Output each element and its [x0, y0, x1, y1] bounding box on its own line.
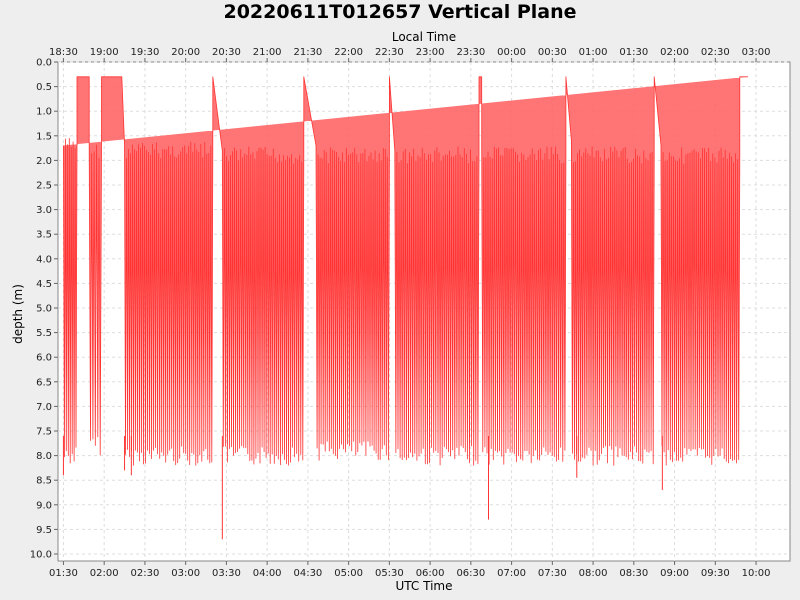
y-tick-label: 1.5: [36, 131, 52, 142]
x2-tick-label: 21:00: [253, 47, 282, 58]
x-tick-label: 03:00: [171, 568, 200, 579]
x2-tick-label: 01:30: [619, 47, 648, 58]
x-tick-label: 02:00: [90, 568, 119, 579]
y-tick-label: 5.5: [36, 328, 52, 339]
x-tick-label: 05:30: [375, 568, 404, 579]
x-axis: 01:30 02:00 02:30 03:00 03:30 04:00 04:30 05:00…: [49, 561, 770, 579]
x-tick-label: 06:00: [416, 568, 445, 579]
y-tick-label: 2.5: [36, 181, 52, 192]
x2-tick-label: 22:30: [375, 47, 404, 58]
y-axis-label: depth (m): [11, 284, 25, 344]
x-tick-label: 10:00: [742, 568, 771, 579]
x-tick-label: 08:30: [619, 568, 648, 579]
y-axis: 0.0 0.5 1.0 1.5 2.0 2.5 3.0 3.5 4.0 4.5 5.0 5.5 6.0 6…: [30, 58, 58, 561]
x2-tick-label: 22:00: [334, 47, 363, 58]
x2-axis-label: Local Time: [392, 30, 456, 44]
y-tick-label: 2.0: [36, 156, 52, 167]
x2-tick-label: 02:00: [660, 47, 689, 58]
x2-tick-label: 03:00: [742, 47, 771, 58]
y-tick-label: 3.0: [36, 205, 52, 216]
x2-axis: 18:30 19:00 19:30 20:00 20:30 21:00 21:30 22:00…: [49, 47, 770, 62]
series-group: [62, 76, 748, 540]
y-tick-label: 0.5: [36, 82, 52, 93]
y-tick-label: 8.5: [36, 476, 52, 487]
x2-tick-label: 01:00: [579, 47, 608, 58]
y-tick-label: 8.0: [36, 451, 52, 462]
chart-title: 20220611T012657 Vertical Plane: [223, 1, 576, 23]
y-tick-label: 9.0: [36, 500, 52, 511]
y-tick-label: 6.0: [36, 353, 52, 364]
x2-tick-label: 00:00: [497, 47, 526, 58]
x-tick-label: 09:30: [701, 568, 730, 579]
x-tick-label: 06:30: [456, 568, 485, 579]
y-tick-label: 7.5: [36, 427, 52, 438]
y-tick-label: 10.0: [30, 550, 52, 561]
x2-tick-label: 00:30: [538, 47, 567, 58]
x-tick-label: 04:30: [293, 568, 322, 579]
x2-tick-label: 23:00: [416, 47, 445, 58]
y-tick-label: 4.5: [36, 279, 52, 290]
y-tick-label: 1.0: [36, 107, 52, 118]
x-tick-label: 09:00: [660, 568, 689, 579]
x-tick-label: 03:30: [212, 568, 241, 579]
x2-tick-label: 02:30: [701, 47, 730, 58]
x-tick-label: 05:00: [334, 568, 363, 579]
x2-tick-label: 21:30: [293, 47, 322, 58]
x-tick-label: 04:00: [253, 568, 282, 579]
x-tick-label: 07:00: [497, 568, 526, 579]
x2-tick-label: 23:30: [456, 47, 485, 58]
x-tick-label: 07:30: [538, 568, 567, 579]
y-tick-label: 7.0: [36, 402, 52, 413]
x-tick-label: 02:30: [131, 568, 160, 579]
series-line-0: [63, 76, 748, 466]
x2-tick-label: 19:00: [90, 47, 119, 58]
x-axis-label: UTC Time: [396, 579, 453, 593]
x-tick-label: 01:30: [49, 568, 78, 579]
y-tick-label: 9.5: [36, 525, 52, 536]
y-tick-label: 6.5: [36, 377, 52, 388]
x2-tick-label: 20:30: [212, 47, 241, 58]
x2-tick-label: 18:30: [49, 47, 78, 58]
x2-tick-label: 19:30: [131, 47, 160, 58]
y-tick-label: 3.5: [36, 230, 52, 241]
x2-tick-label: 20:00: [171, 47, 200, 58]
y-tick-label: 4.0: [36, 254, 52, 265]
y-tick-label: 5.0: [36, 304, 52, 315]
x-tick-label: 08:00: [579, 568, 608, 579]
y-tick-label: 0.0: [36, 58, 52, 69]
